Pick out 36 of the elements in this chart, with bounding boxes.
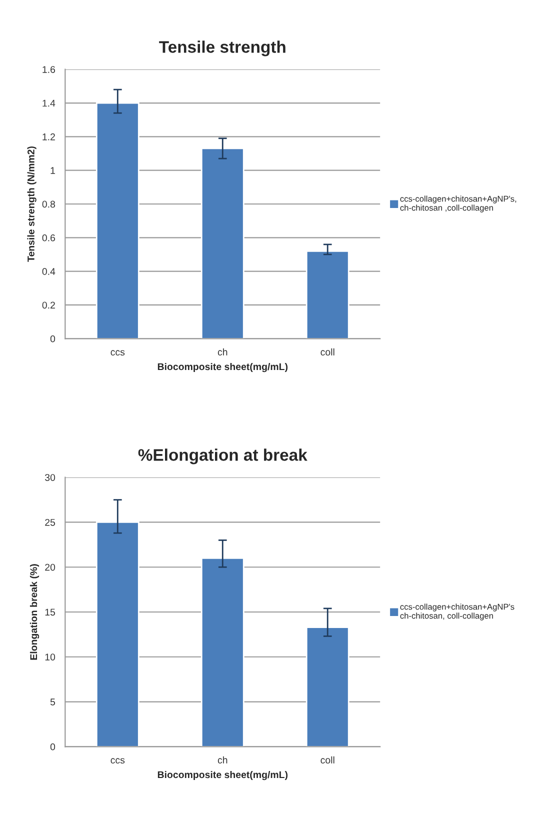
y-axis-title: Elongation break (%)	[30, 564, 40, 660]
bar	[96, 102, 140, 339]
y-tick-label: 0.4	[42, 268, 56, 275]
legend-label: ccs-collagen+chitosan+AgNP's ch-chitosan, coll-collagen	[400, 604, 514, 620]
bar	[306, 626, 350, 747]
y-tick-label: 30	[44, 474, 56, 481]
y-tick-label: 0.8	[42, 200, 56, 208]
x-tick-label: coll	[320, 348, 334, 356]
x-axis-title: Biocomposite sheet(mg/mL)	[158, 770, 288, 780]
chart-title: %Elongation at break	[138, 448, 308, 464]
chart-title: Tensile strength	[159, 40, 286, 56]
y-tick-label: 1	[50, 167, 55, 174]
bar	[200, 557, 244, 747]
bar	[200, 148, 244, 339]
x-tick-label: coll	[320, 756, 334, 764]
y-tick-label: 1.2	[42, 133, 55, 140]
x-tick-label: ccs	[110, 350, 125, 356]
y-tick-label: 0.2	[42, 302, 55, 309]
x-tick-label: ch	[218, 756, 228, 764]
y-tick-label: 1.6	[42, 66, 56, 73]
legend-label: ccs-collagen+chitosan+AgNP's, ch-chitosan ,coll-collagen	[400, 196, 516, 212]
y-axis-title: Tensile strength (N/mm2)	[27, 146, 36, 262]
x-axis-title: Biocomposite sheet(mg/mL)	[158, 362, 288, 372]
y-tick-label: 0	[50, 335, 56, 342]
y-tick-label: 1.4	[42, 100, 56, 107]
x-tick-label: ch	[218, 348, 228, 356]
y-tick-label: 0	[50, 743, 56, 750]
x-tick-label: ccs	[110, 758, 125, 764]
y-tick-label: 5	[50, 698, 56, 706]
y-tick-label: 20	[45, 564, 56, 571]
bar	[306, 250, 350, 339]
y-tick-label: 15	[45, 608, 56, 616]
y-tick-label: 0.6	[42, 234, 56, 242]
bar	[96, 522, 140, 747]
y-tick-label: 10	[45, 654, 56, 660]
y-tick-label: 25	[45, 518, 56, 526]
